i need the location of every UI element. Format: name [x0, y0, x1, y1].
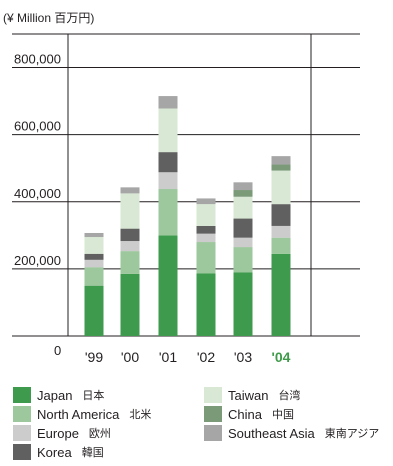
legend-item: North America 北米: [13, 406, 151, 422]
y-tick-labels: 0 200,000 400,000 600,000 800,000: [14, 52, 61, 358]
bar-segment: [120, 187, 140, 194]
legend-label: Korea: [37, 444, 72, 460]
bar-segment: [271, 225, 291, 238]
x-tick-label: '99: [85, 349, 103, 365]
legend-item: Southeast Asia 東南アジア: [204, 425, 379, 441]
bar-segment: [196, 273, 216, 336]
bar-segment: [158, 189, 178, 236]
bar-segment: [158, 96, 178, 109]
bar-segment: [233, 237, 253, 248]
bar-segment: [84, 259, 104, 268]
bar-segment: [84, 285, 104, 336]
y-tick-label: 400,000: [14, 186, 61, 201]
bar-segment: [271, 156, 291, 165]
legend-label-local: 東南アジア: [324, 428, 380, 440]
legend-swatch: [13, 425, 31, 441]
bar-segment: [233, 247, 253, 273]
bar-segment: [233, 272, 253, 336]
bar-segment: [196, 225, 216, 234]
bar-segment: [196, 242, 216, 274]
bar-segment: [120, 273, 140, 336]
bar-segment: [158, 152, 178, 173]
bar-segment: [196, 233, 216, 243]
legend-swatch: [13, 444, 31, 460]
bar-segment: [271, 170, 291, 205]
legend-label-local: 北米: [129, 409, 152, 421]
y-tick-label: 0: [54, 343, 61, 358]
bar-segment: [233, 218, 253, 238]
legend-label-local: 台湾: [278, 390, 301, 402]
bar-segment: [158, 235, 178, 336]
legend-item: Europe 欧州: [13, 425, 111, 441]
x-tick-label: '03: [234, 349, 252, 365]
legend-label-local: 日本: [82, 390, 105, 402]
legend-label: China: [228, 406, 262, 422]
bar-segment: [84, 232, 104, 238]
legend-label: North America: [37, 406, 120, 422]
legend-label: Southeast Asia: [228, 425, 315, 441]
bar-segment: [271, 204, 291, 226]
bar-segment: [271, 164, 291, 171]
bar-segment: [233, 190, 253, 197]
legend-swatch: [204, 406, 222, 422]
legend-label-local: 韓国: [81, 447, 104, 459]
legend-swatch: [13, 387, 31, 403]
legend-item: Taiwan 台湾: [204, 387, 300, 403]
bar-segment: [84, 237, 104, 254]
bar-segment: [120, 251, 140, 274]
x-tick-label: '02: [197, 349, 215, 365]
x-tick-label: '00: [121, 349, 139, 365]
legend-label-local: 中国: [271, 409, 294, 421]
bar-segment: [271, 237, 291, 254]
x-tick-label: '04: [272, 349, 291, 365]
bar-segment: [158, 172, 178, 190]
bar-segment: [233, 182, 253, 191]
bar-segment: [196, 204, 216, 226]
y-tick-label: 200,000: [14, 253, 61, 268]
unit-label: (¥ Million 百万円): [3, 11, 95, 25]
legend-label: Japan: [37, 387, 73, 403]
y-tick-label: 800,000: [14, 52, 61, 67]
bars: [84, 96, 291, 336]
y-tick-label: 600,000: [14, 119, 61, 134]
gridlines: [12, 33, 360, 337]
legend-item: Korea 韓国: [13, 444, 104, 460]
bar-segment: [84, 267, 104, 286]
legend-swatch: [13, 406, 31, 422]
legend-label-local: 欧州: [88, 428, 111, 440]
legend-item: China 中国: [204, 406, 294, 422]
x-tick-label: '01: [159, 349, 177, 365]
legend-label: Europe: [37, 425, 79, 441]
bar-segment: [120, 193, 140, 229]
legend-swatch: [204, 387, 222, 403]
bar-segment: [233, 196, 253, 219]
legend-item: Japan 日本: [13, 387, 104, 403]
bar-segment: [120, 228, 140, 242]
legend-swatch: [204, 425, 222, 441]
bar-segment: [84, 253, 104, 260]
legend-label: Taiwan: [228, 387, 269, 403]
bar-segment: [120, 241, 140, 252]
bar-segment: [196, 198, 216, 205]
bar-segment: [271, 253, 291, 336]
x-tick-labels: '99 '00 '01 '02 '03 '04: [85, 349, 291, 365]
bar-segment: [158, 108, 178, 153]
